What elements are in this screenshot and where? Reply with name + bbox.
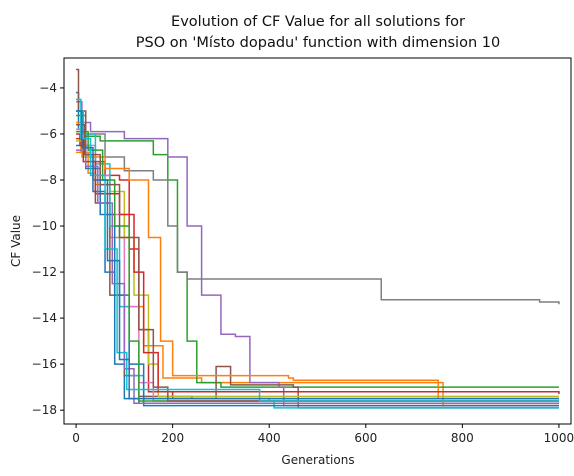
- series-line-13: [76, 130, 559, 402]
- x-tick-label-800: 800: [451, 431, 474, 445]
- x-axis: 0 200 400 600 800 1000: [72, 424, 574, 445]
- x-axis-title: Generations: [281, 453, 354, 467]
- y-axis-title: CF Value: [9, 215, 23, 267]
- series-line-16: [76, 124, 559, 402]
- y-tick-label-12: −12: [32, 265, 57, 279]
- series-line-18: [76, 110, 559, 400]
- x-tick-label-1000: 1000: [544, 431, 574, 445]
- series-line-8: [76, 110, 560, 305]
- series-line-15: [76, 149, 559, 405]
- series-layer: [76, 68, 560, 409]
- series-line-14: [76, 137, 560, 395]
- y-axis: −18 −16 −14 −12 −10 −8 −6 −4: [32, 81, 64, 417]
- series-line-12: [76, 151, 559, 400]
- x-tick-label-600: 600: [354, 431, 377, 445]
- x-tick-label-0: 0: [72, 431, 80, 445]
- chart-title-line-2: PSO on 'Místo dopadu' function with dime…: [136, 35, 500, 51]
- y-tick-label-6: −6: [39, 127, 57, 141]
- y-tick-label-8: −8: [39, 173, 57, 187]
- chart-title-line-1: Evolution of CF Value for all solutions …: [171, 14, 465, 30]
- series-line-17: [76, 98, 559, 402]
- y-tick-label-10: −10: [32, 219, 57, 233]
- y-tick-label-14: −14: [32, 311, 57, 325]
- y-tick-label-18: −18: [32, 403, 57, 417]
- plot-frame: [63, 57, 572, 425]
- series-line-5: [76, 100, 559, 407]
- x-tick-label-200: 200: [161, 431, 184, 445]
- y-tick-label-4: −4: [39, 81, 57, 95]
- y-tick-label-16: −16: [32, 357, 57, 371]
- series-line-3: [76, 114, 559, 388]
- x-tick-label-400: 400: [258, 431, 281, 445]
